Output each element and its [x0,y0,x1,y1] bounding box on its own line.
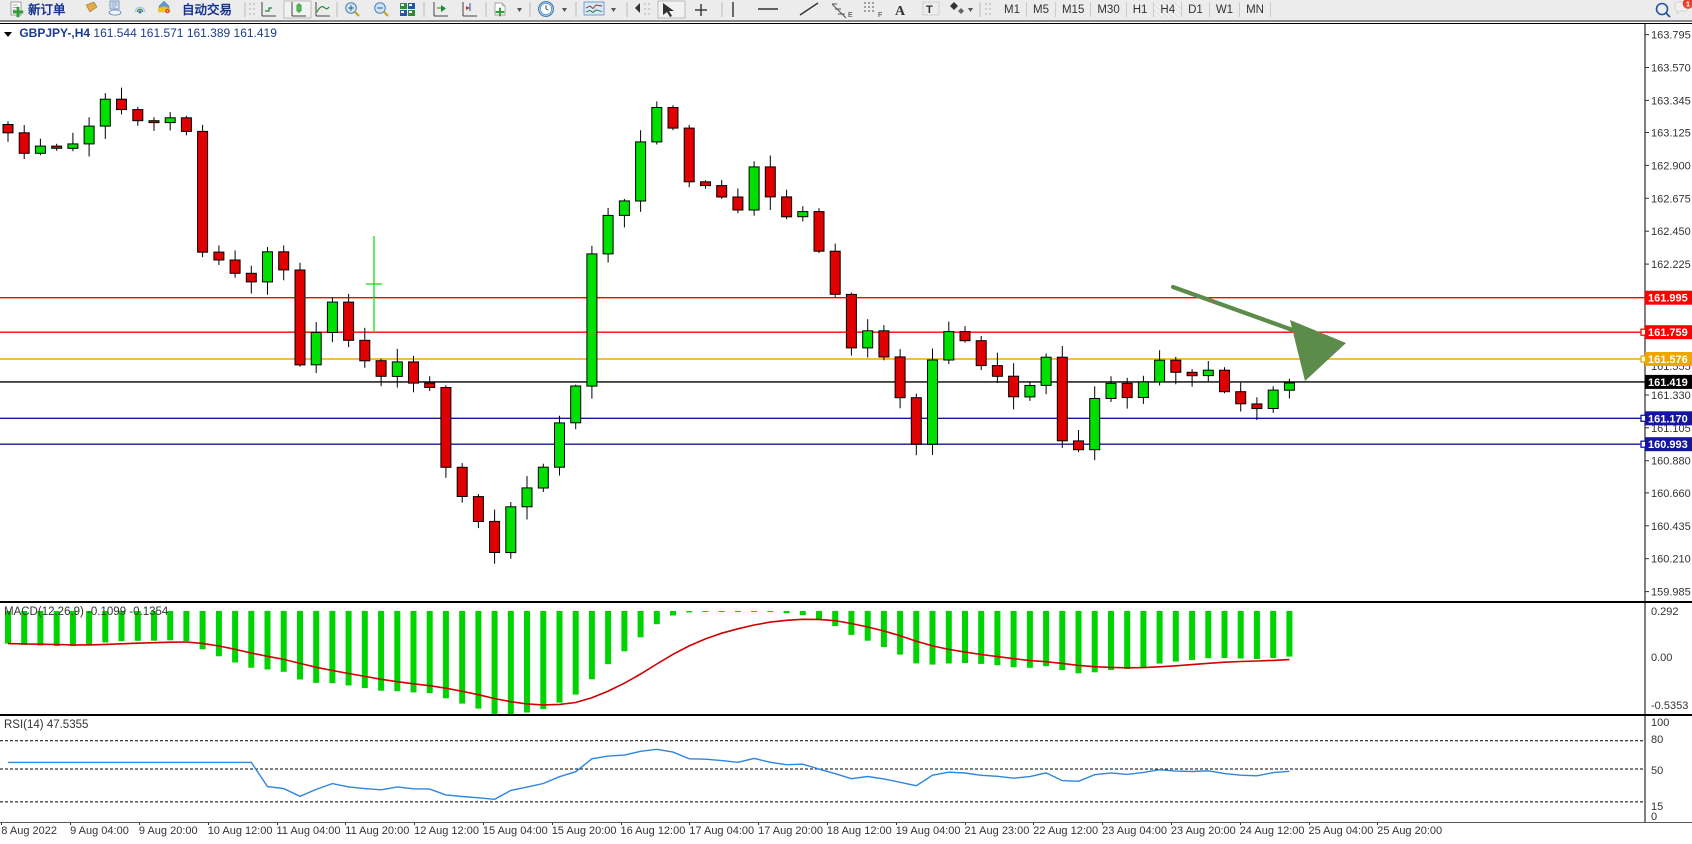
svg-text:161.759: 161.759 [1648,327,1688,339]
svg-text:80: 80 [1651,734,1663,746]
svg-text:162.900: 162.900 [1651,160,1691,172]
svg-text:161.576: 161.576 [1648,354,1688,366]
svg-text:163.345: 163.345 [1651,95,1691,107]
svg-text:160.880: 160.880 [1651,456,1691,468]
svg-text:163.570: 163.570 [1651,63,1691,75]
svg-text:161.995: 161.995 [1648,293,1688,305]
svg-text:MACD(12,26,9) -0.1099 -0.1354: MACD(12,26,9) -0.1099 -0.1354 [4,606,169,618]
svg-text:160.660: 160.660 [1651,488,1691,500]
svg-text:0.00: 0.00 [1651,652,1672,664]
svg-text:-0.5353: -0.5353 [1651,700,1688,712]
svg-text:160.435: 160.435 [1651,521,1691,533]
svg-text:161.170: 161.170 [1648,413,1688,425]
svg-text:160.993: 160.993 [1648,439,1688,451]
svg-text:162.675: 162.675 [1651,193,1691,205]
svg-text:0.292: 0.292 [1651,606,1679,618]
svg-text:1: 1 [1686,0,1690,8]
svg-text:163.795: 163.795 [1651,30,1691,42]
svg-text:160.210: 160.210 [1651,554,1691,566]
svg-text:161.419: 161.419 [1648,377,1688,389]
svg-text:159.985: 159.985 [1651,587,1691,599]
svg-text:100: 100 [1651,717,1669,729]
svg-text:161.330: 161.330 [1651,390,1691,402]
svg-text:162.450: 162.450 [1651,226,1691,238]
svg-text:162.225: 162.225 [1651,259,1691,271]
svg-text:50: 50 [1651,765,1663,777]
svg-text:163.125: 163.125 [1651,128,1691,140]
svg-text:RSI(14) 47.5355: RSI(14) 47.5355 [4,719,88,731]
